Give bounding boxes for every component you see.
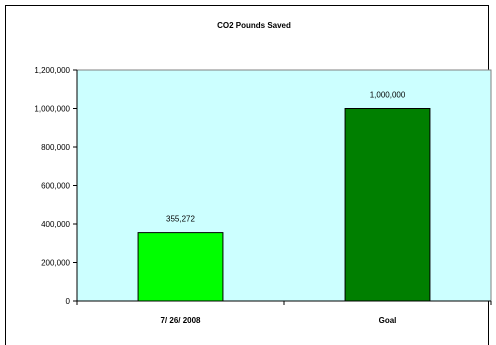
y-tick-label: 200,000 (41, 259, 70, 268)
y-tick-label: 1,200,000 (34, 66, 70, 75)
bar-1 (137, 232, 224, 302)
x-axis: 7/ 26/ 2008 Goal (76, 300, 492, 325)
y-tick-label: 600,000 (41, 182, 70, 191)
y-tick-label: 0 (66, 297, 71, 306)
x-tick-label: 7/ 26/ 2008 (160, 316, 201, 325)
chart-title: CO2 Pounds Saved (217, 21, 291, 30)
bar-value-label: 355,272 (166, 215, 195, 224)
bars (137, 108, 431, 302)
x-tick-label: Goal (379, 316, 397, 325)
y-axis: 0 200,000 400,000 600,000 800,000 1,000,000 1,… (34, 66, 78, 306)
data-labels: 355,272 1,000,000 (166, 91, 406, 224)
y-tick-label: 800,000 (41, 143, 70, 152)
y-tick-label: 1,000,000 (34, 105, 70, 114)
y-tick-label: 400,000 (41, 220, 70, 229)
bar-value-label: 1,000,000 (370, 91, 406, 100)
bar-2 (344, 108, 431, 302)
